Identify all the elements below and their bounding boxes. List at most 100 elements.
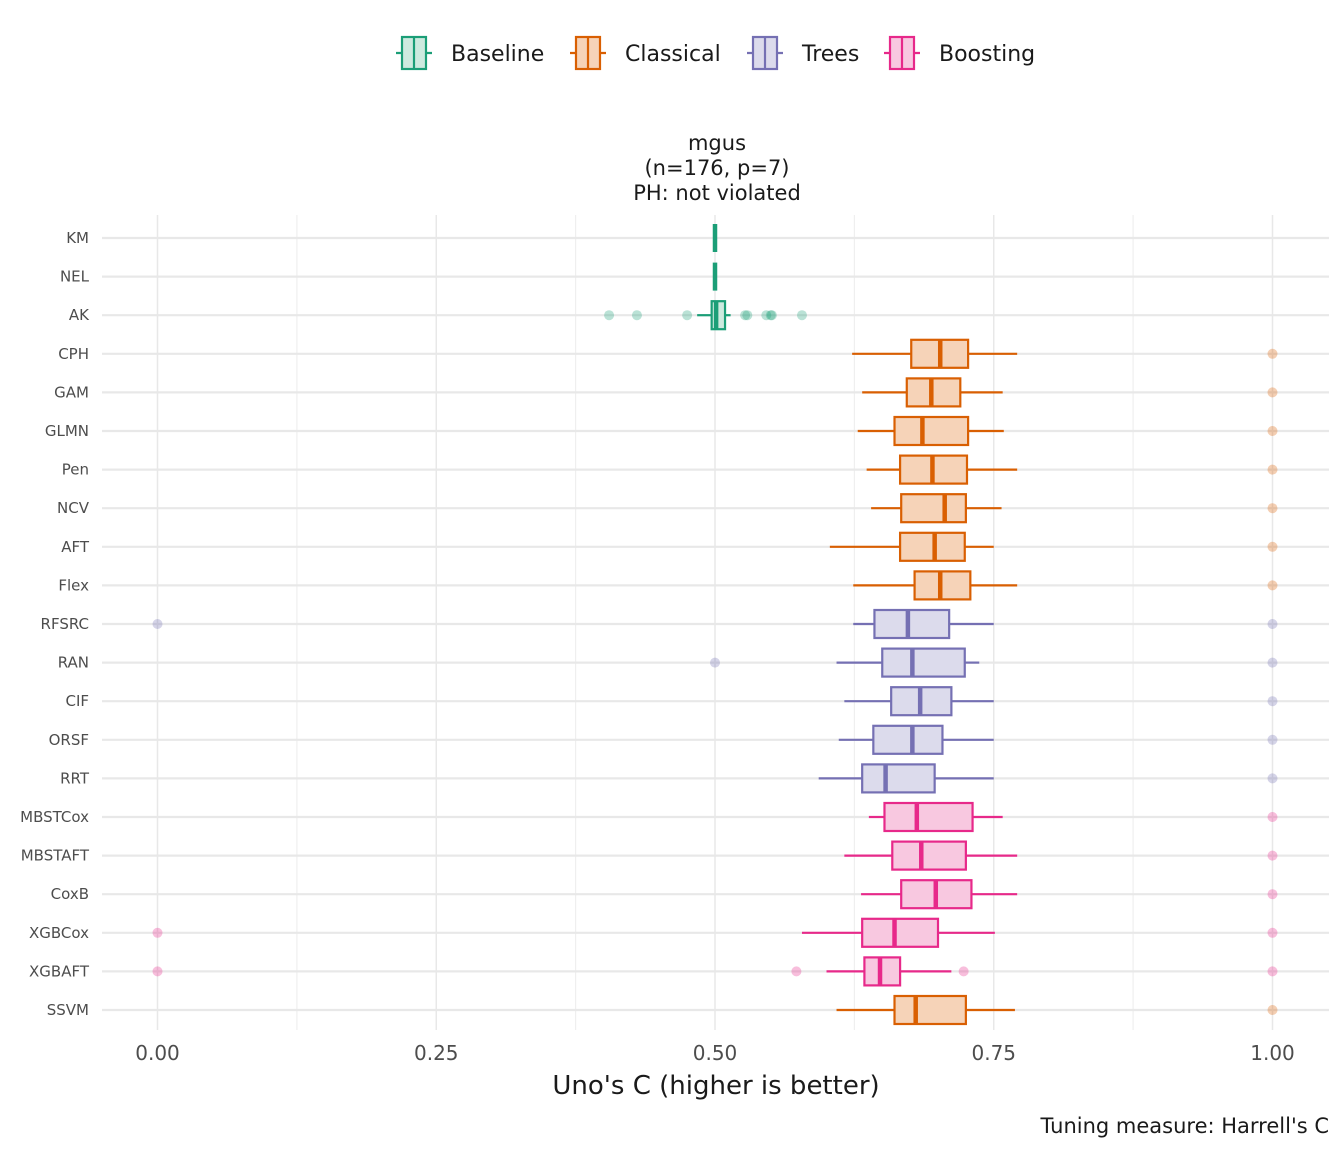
y-tick-label: NEL: [60, 268, 90, 286]
caption: Tuning measure: Harrell's C: [1040, 1114, 1329, 1138]
y-tick-label: AK: [69, 306, 90, 324]
boxplot-glmn: [857, 415, 1278, 447]
legend-item-boosting: Boosting: [884, 35, 1035, 71]
grid: [102, 215, 1329, 1030]
outlier-point: [761, 310, 772, 321]
y-tick-label: MBSTCox: [20, 808, 89, 826]
legend-item-baseline: Baseline: [396, 35, 544, 71]
iqr-box: [861, 917, 940, 948]
x-tick-label: 0.00: [135, 1041, 180, 1065]
boxplot-mbstaft: [844, 840, 1278, 871]
outlier-point: [1267, 387, 1278, 398]
boxplot-cph: [852, 338, 1278, 369]
outlier-point: [152, 619, 163, 629]
iqr-box: [872, 724, 944, 755]
outlier-point: [1267, 966, 1278, 977]
outlier-point: [710, 657, 720, 668]
iqr-box: [893, 415, 970, 447]
y-tick-label: CIF: [65, 692, 89, 710]
outlier-point: [958, 966, 969, 977]
boxplot-mbstcox: [868, 801, 1278, 833]
outlier-point: [1267, 657, 1278, 668]
x-axis-ticks: 0.00 0.25 0.50 0.75 1.00: [135, 1041, 1295, 1065]
legend-item-trees: Trees: [747, 35, 859, 71]
y-tick-label: AFT: [61, 538, 90, 556]
iqr-box: [881, 647, 966, 678]
boxplot-ran: [710, 647, 1278, 678]
boxplot-pen: [866, 454, 1278, 485]
boxplot-gam: [862, 377, 1278, 408]
outlier-point: [1267, 1005, 1278, 1015]
outlier-point: [152, 927, 163, 938]
outlier-point: [604, 310, 615, 321]
iqr-box: [861, 763, 936, 794]
y-tick-label: MBSTAFT: [21, 847, 90, 865]
outlier-point: [682, 310, 693, 321]
outlier-point: [1267, 850, 1278, 861]
y-axis-ticks: KM NEL AK CPH GAM GLMN Pen NCV AFT Flex RFSRC RAN CI…: [20, 229, 90, 1019]
y-tick-label: RRT: [60, 769, 90, 787]
boxplot-coxb: [861, 879, 1278, 910]
outlier-point: [1267, 812, 1278, 822]
iqr-box: [883, 801, 974, 833]
boxplot-xgbaft: [152, 956, 1278, 987]
outlier-point: [631, 310, 642, 321]
boxplot-ak: [604, 300, 807, 331]
boxplots: [152, 224, 1278, 1026]
boxplot-ssvm: [836, 994, 1278, 1026]
x-tick-label: 0.25: [414, 1041, 459, 1065]
x-axis-label: Uno's C (higher is better): [552, 1071, 879, 1101]
x-tick-label: 0.50: [693, 1041, 738, 1065]
outlier-point: [1267, 580, 1278, 591]
boxplot-cif: [844, 686, 1278, 717]
outlier-point: [765, 310, 776, 321]
outlier-point: [1267, 426, 1278, 436]
legend-item-classical: Classical: [570, 35, 721, 71]
outlier-point: [1267, 464, 1278, 475]
boxplot-rfsrc: [152, 608, 1278, 640]
legend-label: Boosting: [939, 42, 1035, 67]
panel-title: mgus (n=176, p=7) PH: not violated: [633, 131, 801, 205]
y-tick-label: GLMN: [45, 422, 89, 440]
outlier-point: [1267, 541, 1278, 552]
y-tick-label: CPH: [58, 345, 89, 363]
outlier-point: [1267, 348, 1278, 359]
iqr-box: [893, 994, 967, 1026]
panel-title-line-2: (n=176, p=7): [644, 156, 789, 180]
iqr-box: [900, 493, 967, 524]
iqr-box: [873, 608, 951, 640]
outlier-point: [1267, 889, 1278, 900]
legend: Baseline Classical Trees Boosting: [396, 35, 1035, 71]
outlier-point: [1267, 773, 1278, 784]
panel-title-line-1: mgus: [688, 131, 746, 155]
y-tick-label: Pen: [62, 461, 89, 479]
legend-label: Classical: [625, 42, 721, 67]
legend-label: Trees: [801, 42, 859, 67]
legend-label: Baseline: [451, 42, 544, 67]
outlier-point: [740, 310, 751, 321]
outlier-point: [1267, 734, 1278, 745]
outlier-point: [766, 310, 777, 321]
x-tick-label: 1.00: [1250, 1041, 1295, 1065]
panel-title-line-3: PH: not violated: [633, 181, 801, 205]
outlier-point: [1267, 503, 1278, 514]
y-tick-label: GAM: [54, 383, 89, 401]
outlier-point: [791, 966, 802, 977]
boxplot-xgbcox: [152, 917, 1278, 948]
outlier-point: [742, 310, 753, 321]
boxplot-flex: [853, 570, 1278, 601]
y-tick-label: SSVM: [47, 1001, 89, 1019]
y-tick-label: RAN: [58, 654, 89, 672]
legend-key-icon: [396, 35, 432, 71]
boxplot-ncv: [871, 493, 1278, 524]
legend-key-icon: [884, 35, 920, 71]
boxplot-orsf: [838, 724, 1278, 755]
iqr-box: [891, 840, 967, 871]
y-tick-label: RFSRC: [41, 615, 89, 633]
outlier-point: [1267, 696, 1278, 707]
y-tick-label: XGBAFT: [29, 962, 90, 980]
boxplot-aft: [829, 531, 1278, 562]
x-tick-label: 0.75: [971, 1041, 1016, 1065]
boxplot-rrt: [818, 763, 1278, 794]
outlier-point: [1267, 619, 1278, 629]
